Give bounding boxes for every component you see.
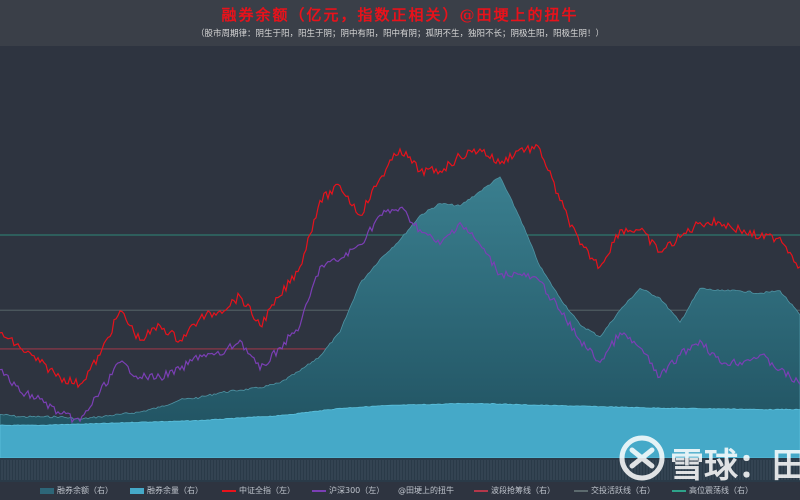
- watermark-text: 雪球：田: [670, 446, 800, 486]
- date-axis-band: [0, 458, 800, 482]
- legend-item-csi-all: 中证全指（左）: [222, 485, 295, 496]
- legend-item-volume: 融券余量（右）: [130, 485, 203, 496]
- chart-legend: 融券余额（右） 融券余量（右） 中证全指（左） 沪深300（左） @田埂上的扭牛…: [0, 484, 800, 498]
- series-area-balance: [0, 176, 800, 459]
- chart-title: 融券余额（亿元，指数正相关）@田埂上的扭牛: [221, 6, 579, 24]
- chart-subtitle: （股市周期律：阴生于阳，阳生于阴；阴中有阳，阳中有阴；孤阴不生，独阳不长；阴极生…: [195, 29, 604, 39]
- legend-item-csi300: 沪深300（左）: [312, 485, 384, 496]
- snowball-logo-icon: [619, 435, 665, 481]
- legend-item-high-line: 高位震荡线（右）: [672, 485, 753, 496]
- xueqiu-watermark: 雪球：田: [618, 432, 800, 486]
- legend-item-author: @田埂上的扭牛: [398, 486, 454, 495]
- series-area-volume: [0, 402, 800, 459]
- series-line-csi300: [0, 206, 800, 424]
- chart-header: 融券余额（亿元，指数正相关）@田埂上的扭牛 （股市周期律：阴生于阳，阳生于阴；阴…: [0, 0, 800, 46]
- legend-item-balance: 融券余额（右）: [40, 485, 113, 496]
- legend-item-active-line: 交投活跃线（右）: [574, 485, 655, 496]
- legend-item-grab-line: 波段抢筹线（右）: [474, 485, 555, 496]
- series-line-csi-all: [0, 143, 800, 389]
